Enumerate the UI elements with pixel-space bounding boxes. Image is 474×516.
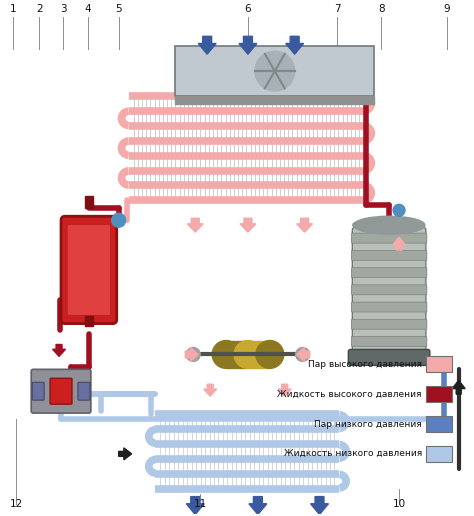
Circle shape [112,213,126,227]
FancyArrow shape [310,496,328,514]
Bar [85,197,93,208]
Text: 10: 10 [392,498,406,509]
FancyArrow shape [198,36,216,54]
FancyArrow shape [118,448,132,460]
Text: Жидкость высокого давления: Жидкость высокого давления [277,390,422,399]
Text: 7: 7 [334,5,341,14]
FancyArrow shape [239,36,257,54]
Text: Пар низкого давления: Пар низкого давления [314,420,422,428]
Text: 6: 6 [245,5,251,14]
FancyBboxPatch shape [426,446,452,462]
FancyArrow shape [249,496,267,514]
FancyArrow shape [186,496,204,514]
Bar [175,96,374,104]
Ellipse shape [212,341,240,368]
FancyArrow shape [297,218,312,232]
FancyArrow shape [240,218,256,232]
FancyBboxPatch shape [67,224,111,316]
Text: 3: 3 [60,5,66,14]
FancyArrow shape [187,218,203,232]
Text: 5: 5 [115,5,122,14]
Ellipse shape [256,341,284,368]
Ellipse shape [186,347,200,361]
FancyBboxPatch shape [32,382,44,400]
Text: 9: 9 [444,5,450,14]
Text: 4: 4 [84,5,91,14]
FancyBboxPatch shape [351,319,427,329]
FancyBboxPatch shape [31,369,91,413]
FancyArrow shape [278,384,291,396]
Bar [226,341,248,368]
Ellipse shape [353,216,425,234]
FancyBboxPatch shape [175,46,374,96]
FancyBboxPatch shape [352,227,426,352]
FancyArrow shape [204,384,217,396]
Text: 2: 2 [36,5,43,14]
Text: Жидкость низкого давления: Жидкость низкого давления [283,449,422,458]
FancyBboxPatch shape [348,349,430,365]
FancyBboxPatch shape [351,336,427,346]
FancyArrow shape [286,36,304,54]
Text: 1: 1 [10,5,17,14]
FancyBboxPatch shape [50,378,72,404]
Text: 11: 11 [193,498,207,509]
FancyBboxPatch shape [426,357,452,373]
FancyArrow shape [185,347,198,361]
FancyArrow shape [392,237,405,250]
Ellipse shape [296,347,310,361]
FancyBboxPatch shape [78,382,90,400]
Ellipse shape [234,341,262,368]
FancyBboxPatch shape [351,285,427,295]
Text: Пар высокого давления: Пар высокого давления [308,360,422,369]
FancyBboxPatch shape [351,268,427,278]
FancyArrow shape [297,347,310,361]
Bar [85,316,93,326]
FancyBboxPatch shape [351,233,427,243]
FancyArrow shape [452,380,465,394]
FancyBboxPatch shape [426,416,452,432]
Circle shape [255,51,295,91]
FancyBboxPatch shape [426,386,452,402]
Bar [248,341,270,368]
FancyArrow shape [53,345,65,357]
FancyBboxPatch shape [351,250,427,260]
FancyBboxPatch shape [351,302,427,312]
Text: 12: 12 [9,498,23,509]
FancyBboxPatch shape [61,216,117,324]
Circle shape [393,204,405,216]
Text: 8: 8 [378,5,384,14]
